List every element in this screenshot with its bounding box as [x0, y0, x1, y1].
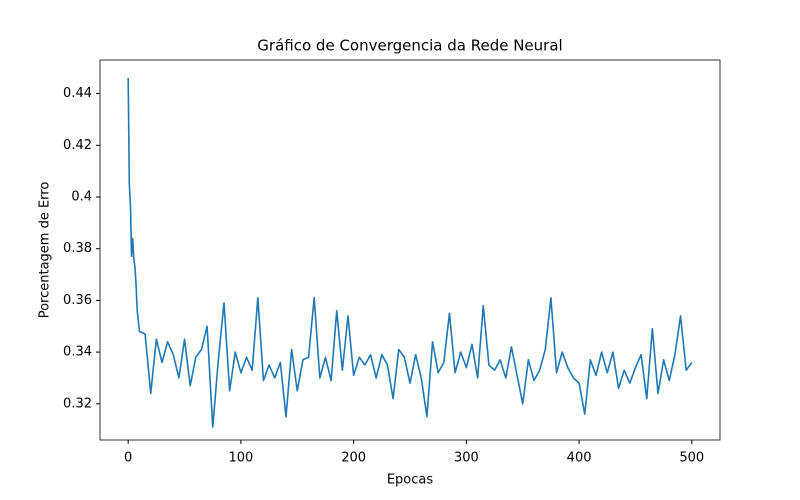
y-tick-label: 0.32: [63, 396, 92, 411]
plot-frame: [99, 59, 721, 441]
x-axis-label: Epocas: [387, 473, 434, 488]
x-tick-label: 0: [124, 451, 132, 466]
x-tick-label: 300: [454, 451, 479, 466]
y-tick-label: 0.38: [63, 241, 92, 256]
x-tick-label: 500: [679, 451, 704, 466]
x-tick-label: 400: [567, 451, 592, 466]
y-tick-label: 0.34: [63, 345, 92, 360]
y-tick-label: 0.42: [63, 138, 92, 153]
y-tick-label: 0.4: [71, 190, 92, 205]
x-tick-label: 200: [341, 451, 366, 466]
y-tick-label: 0.36: [63, 293, 92, 308]
x-tick-label: 100: [228, 451, 253, 466]
y-tick-label: 0.44: [63, 86, 92, 101]
chart-title: Gráfico de Convergencia da Rede Neural: [257, 37, 562, 55]
data-line: [127, 78, 693, 428]
y-axis-label: Porcentagem de Erro: [38, 182, 53, 319]
